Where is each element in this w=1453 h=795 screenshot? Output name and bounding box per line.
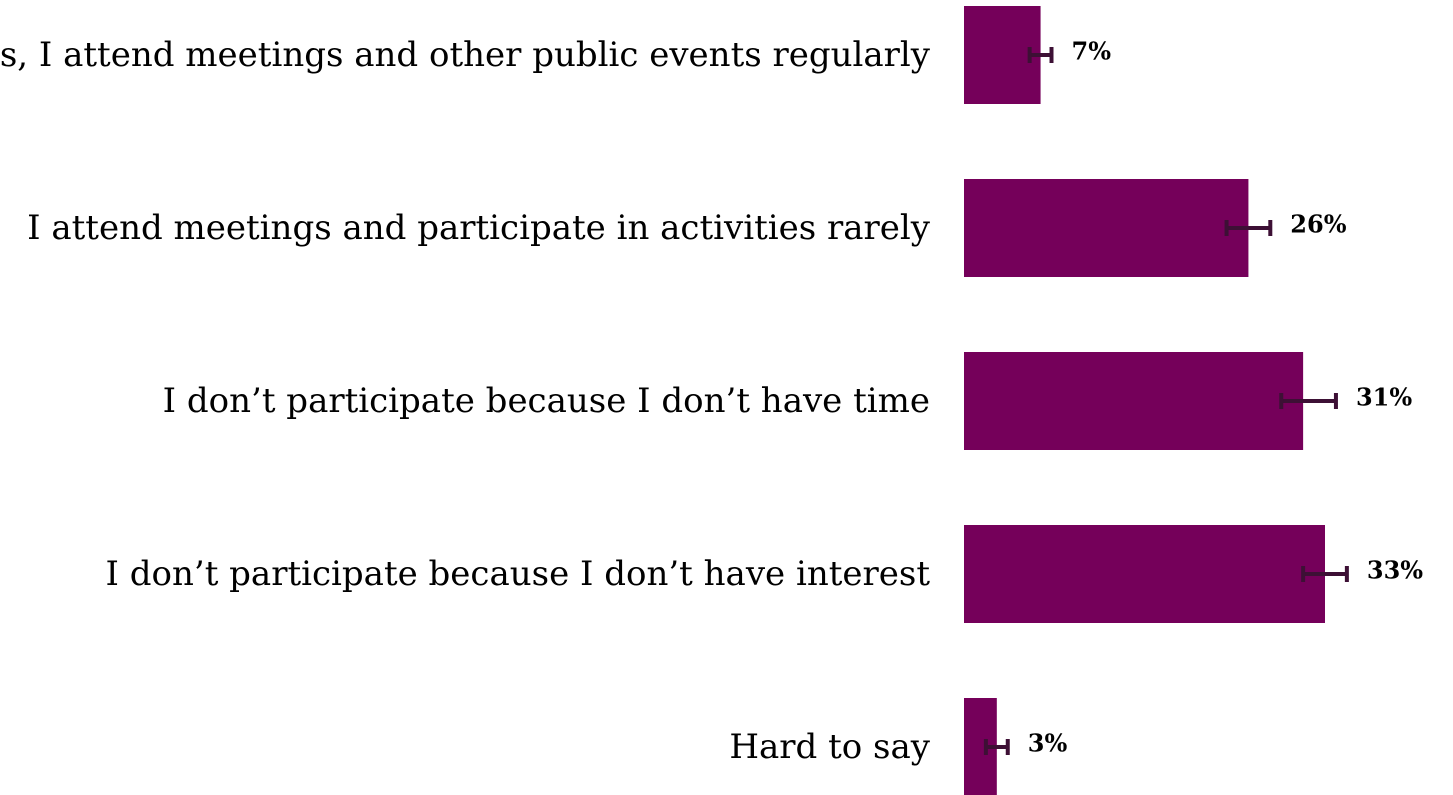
bar: [964, 352, 1304, 450]
error-bar: [1301, 566, 1349, 582]
category-label: Hard to say: [729, 727, 930, 767]
error-bar: [983, 739, 1010, 755]
category-label: Yes, I attend meetings and other public …: [0, 35, 931, 75]
error-bar: [1027, 47, 1054, 63]
bar: [964, 179, 1249, 277]
value-label: 7%: [1072, 37, 1112, 66]
bar: [964, 525, 1325, 623]
value-label: 31%: [1356, 383, 1412, 412]
category-label: I don’t participate because I don’t have…: [163, 381, 930, 421]
value-label: 26%: [1290, 210, 1346, 239]
error-bar: [1279, 393, 1338, 409]
category-label: I don’t participate because I don’t have…: [106, 554, 931, 594]
category-label: I attend meetings and participate in act…: [27, 208, 931, 248]
value-label: 3%: [1028, 729, 1068, 758]
error-bar: [1224, 220, 1273, 236]
value-label: 33%: [1367, 556, 1423, 585]
